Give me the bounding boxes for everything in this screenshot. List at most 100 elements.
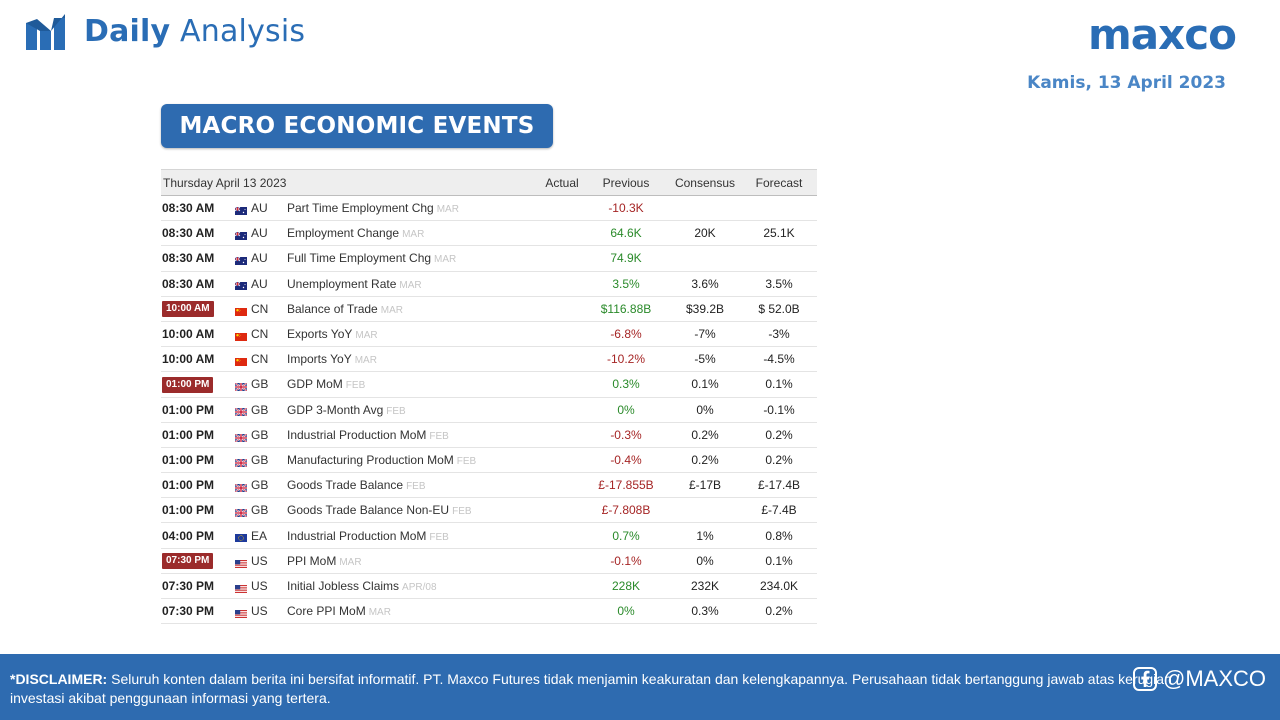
- event-cell: Initial Jobless Claims APR/08: [287, 573, 541, 598]
- actual-cell: [541, 599, 583, 624]
- forecast-cell: [741, 196, 817, 221]
- table-row: 08:30 AM AU Employment Change MAR 64.6K 20K 25…: [161, 221, 817, 246]
- highlighted-time: 10:00 AM: [162, 301, 214, 318]
- table-row: 01:00 PM GB GDP MoM FEB 0.3% 0.1% 0.1%: [161, 372, 817, 397]
- consensus-cell: $39.2B: [685, 301, 725, 316]
- economic-events-table: Thursday April 13 2023 Actual Previous C…: [161, 169, 817, 624]
- highlighted-time: 07:30 PM: [162, 553, 214, 570]
- consensus-cell: 0%: [696, 402, 714, 417]
- time-cell: 07:30 PM: [161, 599, 235, 624]
- event-time: 10:00 AM: [162, 352, 215, 367]
- event-cell: Goods Trade Balance Non-EU FEB: [287, 498, 541, 523]
- event-period: MAR: [434, 254, 457, 266]
- event-period: FEB: [406, 481, 426, 493]
- flag-gb-icon: [234, 431, 248, 443]
- header-previous: Previous: [602, 175, 650, 190]
- time-cell: 01:00 PM: [161, 397, 235, 422]
- time-cell: 10:00 AM: [161, 347, 235, 372]
- country-code: US: [251, 578, 268, 593]
- bar-chart-icon: [26, 14, 65, 50]
- actual-cell: [541, 473, 583, 498]
- event-period: FEB: [456, 455, 477, 467]
- time-cell: 07:30 PM: [161, 573, 235, 598]
- country-code: AU: [251, 201, 268, 216]
- previous-cell: -0.3%: [610, 427, 642, 442]
- table-row: 01:00 PM GB Manufacturing Production MoM FE…: [161, 447, 817, 473]
- table-row: 10:00 AM CN Imports YoY MAR -10.2% -5% -4.5%: [161, 347, 817, 372]
- country-code: GB: [251, 452, 269, 467]
- event-period: MAR: [339, 556, 362, 568]
- event-cell: Full Time Employment Chg MAR: [287, 246, 541, 271]
- actual-cell: [541, 246, 583, 271]
- forecast-cell: 0.8%: [765, 528, 793, 543]
- event-name: Balance of Trade: [287, 301, 378, 316]
- event-name: Employment Change: [287, 226, 400, 241]
- previous-cell: -10.2%: [606, 352, 646, 367]
- facebook-icon: [1132, 667, 1157, 691]
- event-cell: Industrial Production MoM FEB: [287, 422, 541, 447]
- event-name: Initial Jobless Claims: [287, 578, 400, 593]
- country-cell: GB: [234, 473, 287, 498]
- forecast-cell: 234.0K: [759, 578, 799, 593]
- forecast-cell: £-17.4B: [757, 478, 801, 493]
- event-time: 08:30 AM: [162, 226, 215, 241]
- event-cell: Core PPI MoM MAR: [287, 599, 541, 624]
- brand: Daily Analysis: [26, 14, 305, 50]
- event-name: Imports YoY: [287, 352, 352, 367]
- consensus-cell: 20K: [694, 226, 716, 241]
- consensus-cell: 232K: [690, 578, 720, 593]
- country-cell: GB: [234, 447, 287, 472]
- actual-cell: [541, 221, 583, 246]
- event-period: MAR: [436, 204, 459, 216]
- event-name: Industrial Production MoM: [287, 528, 427, 543]
- event-name: PPI MoM: [287, 553, 337, 568]
- event-name: Unemployment Rate: [287, 276, 397, 291]
- previous-cell: 0.7%: [612, 528, 640, 543]
- disclaimer: *DISCLAIMER: Seluruh konten dalam berita…: [10, 670, 1230, 708]
- forecast-cell: 25.1K: [763, 226, 795, 241]
- country-code: GB: [251, 402, 269, 417]
- time-cell: 01:00 PM: [161, 422, 235, 447]
- flag-cn-icon: [235, 355, 247, 367]
- actual-cell: [541, 347, 583, 372]
- previous-cell: 228K: [611, 578, 641, 593]
- time-cell: 10:00 AM: [161, 321, 235, 346]
- forecast-cell: -0.1%: [763, 402, 795, 417]
- time-cell: 08:30 AM: [161, 246, 235, 271]
- actual-cell: [541, 498, 583, 523]
- event-time: 07:30 PM: [162, 578, 215, 593]
- forecast-cell: -4.5%: [763, 352, 795, 367]
- actual-cell: [541, 573, 583, 598]
- forecast-cell: 0.2%: [765, 427, 793, 442]
- country-code: CN: [251, 352, 269, 367]
- consensus-cell: 0.3%: [691, 604, 719, 619]
- previous-cell: 74.9K: [610, 251, 642, 266]
- event-cell: Goods Trade Balance FEB: [287, 473, 541, 498]
- event-time: 01:00 PM: [162, 478, 215, 493]
- country-code: GB: [251, 377, 269, 392]
- table-row: 07:30 PM US Core PPI MoM MAR 0% 0.3% 0.2%: [161, 599, 817, 624]
- event-time: 01:00 PM: [162, 402, 215, 417]
- time-cell: 08:30 AM: [161, 196, 235, 221]
- country-code: AU: [251, 251, 268, 266]
- country-code: EA: [251, 528, 268, 543]
- event-cell: Imports YoY MAR: [287, 347, 541, 372]
- country-code: GB: [251, 503, 269, 518]
- disclaimer-text: Seluruh konten dalam berita ini bersifat…: [10, 671, 1172, 706]
- country-code: GB: [251, 478, 269, 493]
- previous-cell: -0.1%: [610, 553, 642, 568]
- forecast-cell: [741, 246, 817, 271]
- table-header-row: Thursday April 13 2023 Actual Previous C…: [161, 169, 817, 196]
- table-row: 08:30 AM AU Part Time Employment Chg MAR -10…: [161, 196, 817, 221]
- flag-gb-icon: [234, 481, 248, 493]
- event-cell: Unemployment Rate MAR: [287, 271, 541, 296]
- time-cell: 04:00 PM: [161, 523, 235, 548]
- event-cell: Balance of Trade MAR: [287, 296, 541, 321]
- country-cell: CN: [235, 296, 287, 321]
- event-period: APR/08: [402, 581, 437, 593]
- actual-cell: [541, 296, 583, 321]
- event-cell: GDP MoM FEB: [287, 372, 541, 397]
- consensus-cell: 3.6%: [691, 276, 719, 291]
- event-cell: Industrial Production MoM FEB: [287, 523, 541, 548]
- country-cell: GB: [234, 422, 287, 447]
